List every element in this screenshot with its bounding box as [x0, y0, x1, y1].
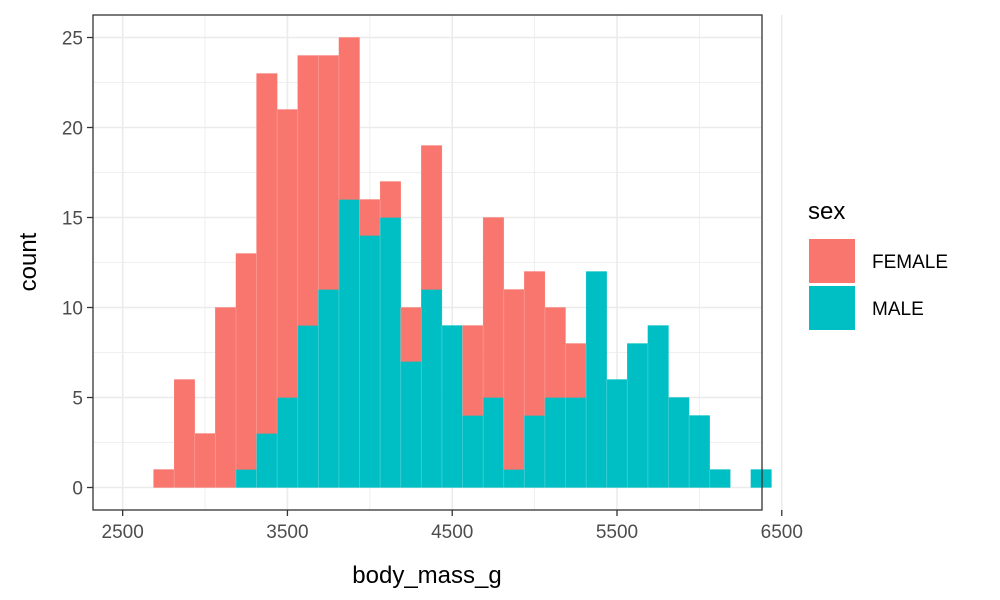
legend-items: FEMALE MALE: [809, 239, 948, 330]
legend-swatch-female: [809, 239, 855, 283]
axes: 0 5 10 15 20 25 2500 3500 4500 5500 6500: [62, 29, 803, 544]
x-tick-label: 3500: [266, 522, 308, 543]
bar-female: [194, 433, 216, 488]
x-tick-label: 6500: [761, 522, 803, 543]
bar-male: [585, 271, 607, 488]
bar-female: [400, 307, 422, 362]
bar-female: [215, 307, 237, 488]
x-axis-title: body_mass_g: [352, 562, 501, 589]
bar-male: [256, 433, 278, 488]
x-tick-label: 4500: [431, 522, 473, 543]
bar-male: [297, 325, 319, 488]
y-tick-label: 15: [62, 209, 83, 230]
bar-male: [400, 361, 422, 488]
bar-male: [441, 325, 463, 488]
bar-female: [503, 289, 525, 470]
bar-female: [379, 181, 401, 218]
bar-female: [174, 379, 195, 488]
bar-female: [565, 343, 587, 398]
bar-female: [318, 55, 340, 290]
bar-male: [318, 289, 340, 488]
bar-female: [276, 109, 298, 398]
bar-male: [503, 469, 525, 488]
bar-female: [297, 55, 319, 326]
x-tick-label: 5500: [596, 522, 638, 543]
plot-border: [92, 14, 763, 511]
bar-male: [524, 415, 546, 488]
bar-male: [359, 235, 381, 488]
bar-female: [462, 325, 484, 416]
legend: sex FEMALE MALE: [808, 198, 948, 330]
bar-male: [421, 289, 443, 488]
bar-male: [338, 199, 360, 488]
bar-male: [750, 469, 772, 488]
bar-male: [379, 217, 401, 488]
bar-female: [359, 199, 381, 236]
legend-swatch-male: [809, 286, 855, 330]
bar-female: [153, 469, 175, 488]
bar-male: [462, 415, 484, 488]
bar-female: [421, 145, 443, 290]
y-tick-label: 0: [72, 479, 83, 500]
bar-female: [338, 37, 360, 200]
y-tick-label: 5: [72, 389, 83, 410]
bar-male: [482, 397, 504, 488]
bar-female: [524, 271, 546, 416]
x-tick-label: 2500: [102, 522, 144, 543]
bar-male: [709, 469, 731, 488]
bar-female: [482, 217, 504, 398]
bar-male: [606, 379, 628, 488]
bar-male: [276, 397, 298, 488]
bar-female: [544, 307, 566, 398]
y-axis-title: count: [15, 232, 42, 291]
bar-male: [627, 343, 649, 488]
bar-male: [544, 397, 566, 488]
bar-male: [668, 397, 690, 488]
bar-male: [647, 325, 669, 488]
bars: [153, 37, 772, 488]
y-tick-label: 10: [62, 299, 83, 320]
legend-label-male: MALE: [872, 299, 924, 320]
bar-female: [256, 73, 278, 434]
y-tick-label: 25: [62, 29, 83, 50]
bar-male: [235, 469, 257, 488]
legend-label-female: FEMALE: [872, 252, 948, 273]
bar-female: [235, 253, 257, 470]
legend-title: sex: [808, 198, 845, 225]
bar-male: [688, 415, 710, 488]
bar-male: [565, 397, 587, 488]
y-tick-label: 20: [62, 119, 83, 140]
